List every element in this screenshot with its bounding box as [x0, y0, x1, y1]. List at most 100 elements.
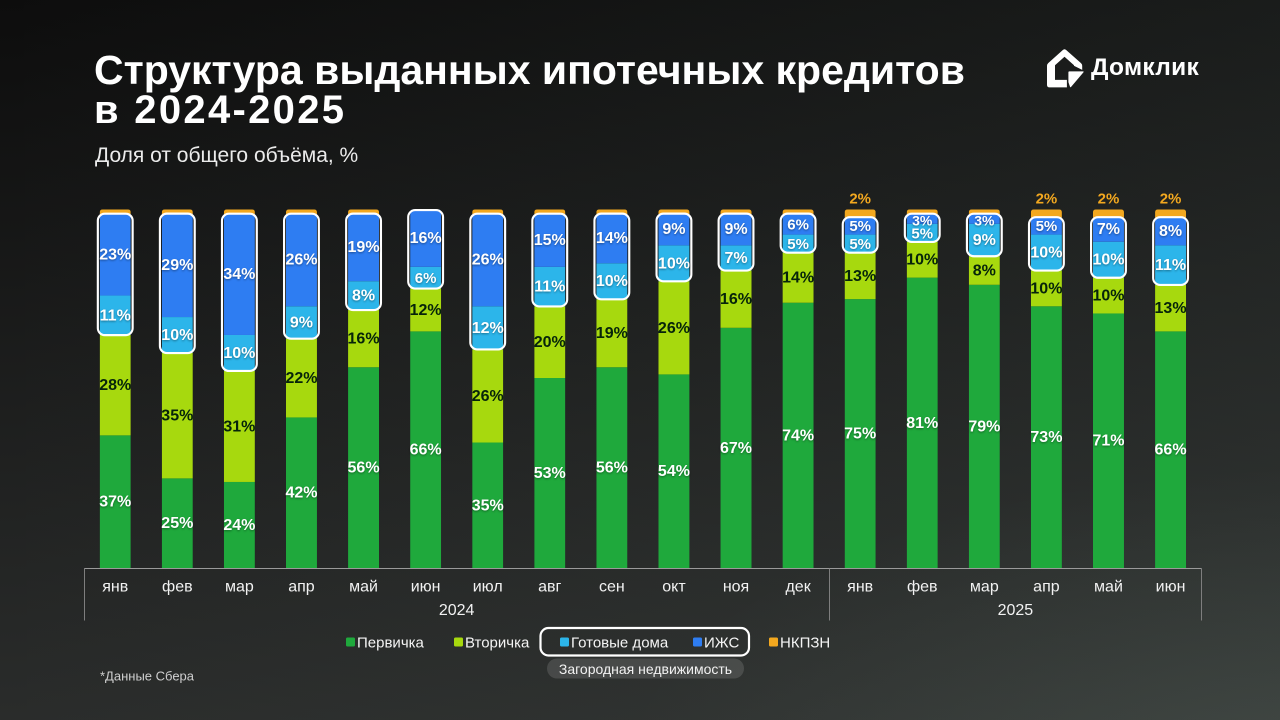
- svg-text:окт: окт: [662, 578, 686, 595]
- svg-text:16%: 16%: [348, 331, 380, 348]
- svg-text:ноя: ноя: [723, 578, 749, 595]
- svg-text:12%: 12%: [472, 320, 504, 337]
- svg-text:июн: июн: [1156, 578, 1186, 595]
- svg-text:79%: 79%: [968, 418, 1000, 435]
- svg-text:10%: 10%: [1030, 280, 1062, 297]
- svg-text:НКПЗН: НКПЗН: [780, 634, 830, 651]
- svg-text:сен: сен: [599, 578, 625, 595]
- svg-text:10%: 10%: [1092, 288, 1124, 305]
- svg-text:6%: 6%: [415, 270, 437, 287]
- svg-text:Первичка: Первичка: [357, 634, 425, 651]
- svg-text:янв: янв: [102, 578, 128, 595]
- svg-text:5%: 5%: [911, 225, 933, 242]
- svg-text:29%: 29%: [161, 257, 193, 274]
- svg-text:дек: дек: [785, 578, 811, 595]
- svg-text:35%: 35%: [472, 497, 504, 514]
- svg-text:5%: 5%: [1036, 218, 1058, 235]
- svg-text:75%: 75%: [844, 426, 876, 443]
- svg-text:мар: мар: [970, 578, 999, 595]
- svg-text:42%: 42%: [285, 485, 317, 502]
- svg-text:10%: 10%: [1030, 245, 1062, 262]
- svg-text:35%: 35%: [161, 408, 193, 425]
- svg-text:Вторичка: Вторичка: [465, 634, 530, 651]
- svg-text:май: май: [1094, 578, 1123, 595]
- svg-text:фев: фев: [162, 578, 193, 595]
- svg-text:71%: 71%: [1092, 433, 1124, 450]
- svg-text:26%: 26%: [658, 320, 690, 337]
- svg-text:Готовые дома: Готовые дома: [571, 634, 669, 651]
- svg-text:янв: янв: [847, 578, 873, 595]
- svg-text:14%: 14%: [782, 270, 814, 287]
- svg-text:81%: 81%: [906, 415, 938, 432]
- svg-text:5%: 5%: [849, 236, 871, 253]
- svg-text:2%: 2%: [1098, 191, 1120, 208]
- svg-text:7%: 7%: [724, 250, 747, 267]
- svg-text:май: май: [349, 578, 378, 595]
- svg-text:13%: 13%: [1155, 300, 1187, 317]
- svg-text:7%: 7%: [1097, 221, 1120, 238]
- svg-text:8%: 8%: [1159, 223, 1182, 240]
- svg-text:19%: 19%: [596, 325, 628, 342]
- svg-text:11%: 11%: [100, 307, 131, 324]
- svg-text:2%: 2%: [849, 191, 871, 208]
- svg-text:3%: 3%: [912, 212, 933, 228]
- svg-text:53%: 53%: [534, 465, 566, 482]
- svg-text:67%: 67%: [720, 440, 752, 457]
- svg-text:апр: апр: [288, 578, 315, 595]
- svg-text:74%: 74%: [782, 427, 814, 444]
- svg-text:3%: 3%: [974, 212, 995, 228]
- svg-text:10%: 10%: [906, 252, 938, 269]
- svg-text:15%: 15%: [534, 232, 566, 249]
- svg-text:8%: 8%: [352, 288, 375, 305]
- svg-text:мар: мар: [225, 578, 254, 595]
- svg-text:37%: 37%: [99, 494, 131, 511]
- svg-text:12%: 12%: [410, 302, 442, 319]
- svg-text:14%: 14%: [596, 230, 628, 247]
- svg-text:66%: 66%: [410, 442, 442, 459]
- svg-text:19%: 19%: [348, 239, 380, 256]
- svg-text:24%: 24%: [223, 517, 255, 534]
- svg-text:25%: 25%: [161, 515, 193, 532]
- svg-text:9%: 9%: [724, 221, 747, 238]
- svg-text:2%: 2%: [1160, 191, 1182, 208]
- svg-text:26%: 26%: [472, 388, 504, 405]
- svg-text:10%: 10%: [161, 327, 193, 344]
- svg-text:56%: 56%: [596, 460, 628, 477]
- svg-text:июл: июл: [473, 578, 503, 595]
- svg-text:10%: 10%: [1092, 252, 1124, 269]
- svg-text:2025: 2025: [998, 602, 1034, 619]
- svg-text:73%: 73%: [1030, 429, 1062, 446]
- svg-text:11%: 11%: [1155, 257, 1186, 274]
- svg-text:ИЖС: ИЖС: [704, 634, 739, 651]
- svg-text:9%: 9%: [973, 232, 996, 249]
- svg-text:9%: 9%: [290, 314, 313, 331]
- svg-text:*Данные Сбера: *Данные Сбера: [100, 669, 195, 684]
- svg-text:31%: 31%: [223, 418, 255, 435]
- svg-text:июн: июн: [411, 578, 441, 595]
- svg-text:9%: 9%: [662, 221, 685, 238]
- svg-text:2024: 2024: [439, 602, 475, 619]
- svg-text:10%: 10%: [596, 273, 628, 290]
- svg-text:16%: 16%: [410, 230, 442, 247]
- svg-text:авг: авг: [538, 578, 561, 595]
- svg-text:Загородная недвижимость: Загородная недвижимость: [559, 661, 732, 677]
- svg-text:8%: 8%: [973, 262, 996, 279]
- svg-text:26%: 26%: [285, 252, 317, 269]
- svg-text:10%: 10%: [658, 255, 690, 272]
- svg-text:фев: фев: [907, 578, 938, 595]
- svg-text:2%: 2%: [1036, 191, 1058, 208]
- svg-text:16%: 16%: [720, 291, 752, 308]
- svg-text:26%: 26%: [472, 252, 504, 269]
- svg-text:28%: 28%: [99, 377, 131, 394]
- svg-text:5%: 5%: [787, 236, 809, 253]
- svg-text:10%: 10%: [223, 345, 255, 362]
- svg-text:66%: 66%: [1155, 442, 1187, 459]
- svg-text:20%: 20%: [534, 334, 566, 351]
- svg-text:апр: апр: [1033, 578, 1060, 595]
- svg-text:23%: 23%: [99, 246, 131, 263]
- svg-text:54%: 54%: [658, 463, 690, 480]
- svg-text:34%: 34%: [223, 266, 255, 283]
- svg-text:22%: 22%: [285, 370, 317, 387]
- svg-text:6%: 6%: [787, 216, 809, 233]
- svg-text:5%: 5%: [849, 218, 871, 235]
